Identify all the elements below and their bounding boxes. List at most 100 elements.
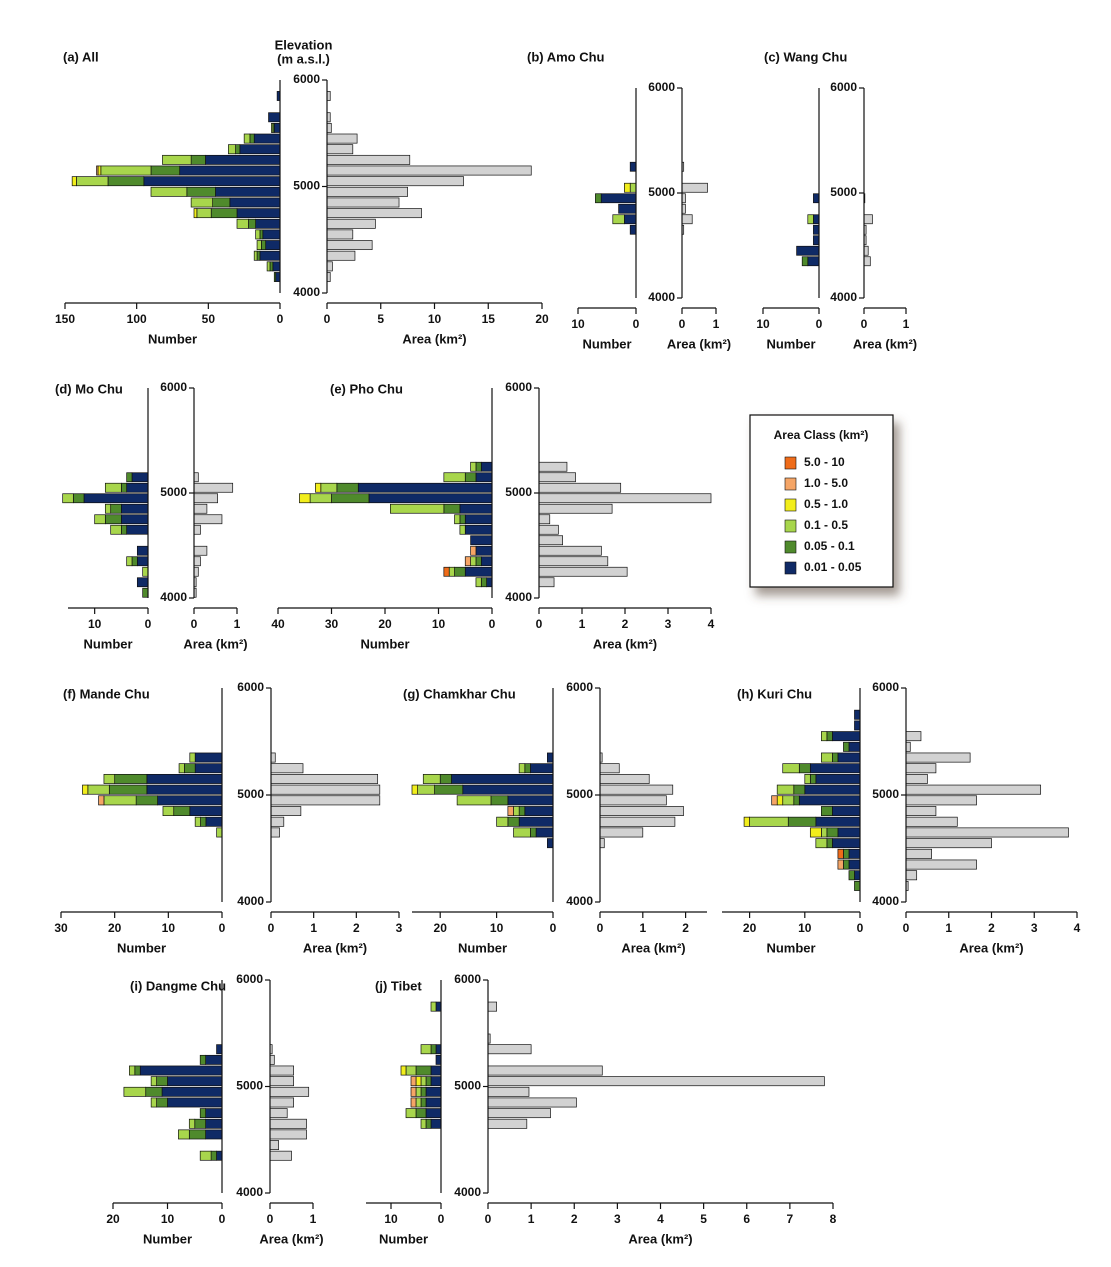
number-bar xyxy=(199,1108,206,1119)
number-bar xyxy=(771,795,778,806)
number-bar xyxy=(415,1097,422,1108)
number-bar xyxy=(624,214,637,225)
x-tick-label: 4 xyxy=(708,617,715,631)
area-bar xyxy=(270,763,304,774)
x-axis-label: Area (km²) xyxy=(183,636,247,651)
y-tick-label: 4000 xyxy=(160,590,187,604)
number-bar xyxy=(269,261,274,272)
number-bar xyxy=(813,235,820,246)
number-bar xyxy=(417,784,435,795)
number-bar xyxy=(815,773,861,784)
number-bar xyxy=(837,848,844,859)
number-bar xyxy=(430,1001,437,1012)
x-tick-label: 5 xyxy=(377,312,384,326)
number-bar xyxy=(813,193,820,204)
y-tick-label: 4000 xyxy=(872,894,899,908)
number-bar xyxy=(434,784,464,795)
x-axis-label: Area (km²) xyxy=(303,940,367,955)
number-bar xyxy=(299,493,311,504)
number-bar xyxy=(848,859,861,870)
panel-title: (j) Tibet xyxy=(375,978,422,993)
number-bar xyxy=(629,224,637,235)
number-bar xyxy=(454,514,461,525)
number-bar xyxy=(83,493,149,504)
number-bar xyxy=(114,773,148,784)
panel-title: (i) Dangme Chu xyxy=(130,978,226,993)
number-bar xyxy=(98,795,105,806)
x-tick-label: 2 xyxy=(571,1212,578,1226)
number-bar xyxy=(320,482,338,493)
number-bar xyxy=(801,256,809,267)
y-tick-label: 5000 xyxy=(237,787,264,801)
y-axis-label: Elevation xyxy=(275,37,333,52)
number-bar xyxy=(129,1065,136,1076)
number-bar xyxy=(193,208,198,219)
area-bar xyxy=(193,545,208,556)
area-bar xyxy=(599,806,684,817)
x-tick-label: 20 xyxy=(106,1212,120,1226)
number-bar xyxy=(470,461,477,472)
number-bar xyxy=(507,795,554,806)
number-bar xyxy=(475,461,482,472)
number-bar xyxy=(425,1108,442,1119)
area-bar xyxy=(326,122,332,133)
area-bar xyxy=(269,1086,310,1097)
number-bar xyxy=(216,1150,223,1161)
y-tick-label: 4000 xyxy=(830,290,857,304)
number-bar xyxy=(228,144,236,155)
number-bar xyxy=(189,752,196,763)
x-axis-label: Area (km²) xyxy=(667,336,731,351)
number-bar xyxy=(524,806,554,817)
x-tick-label: 0 xyxy=(219,1212,226,1226)
legend-swatch xyxy=(784,477,797,491)
area-bar xyxy=(538,503,613,514)
number-bar xyxy=(809,763,861,774)
number-bar xyxy=(194,763,223,774)
y-tick-label: 5000 xyxy=(872,787,899,801)
number-bar xyxy=(135,795,158,806)
number-bar xyxy=(480,461,493,472)
x-tick-label: 1 xyxy=(310,921,317,935)
number-bar xyxy=(126,482,149,493)
x-tick-label: 1 xyxy=(713,317,720,331)
x-tick-label: 3 xyxy=(1031,921,1038,935)
y-tick-label: 6000 xyxy=(648,80,675,94)
y-tick-label: 5000 xyxy=(648,185,675,199)
number-bar xyxy=(470,545,477,556)
y-tick-label: 6000 xyxy=(237,680,264,694)
x-tick-label: 6 xyxy=(743,1212,750,1226)
number-bar xyxy=(146,784,223,795)
legend-label: 1.0 - 5.0 xyxy=(804,476,848,490)
legend-box xyxy=(749,414,894,588)
number-bar xyxy=(190,154,206,165)
x-tick-label: 2 xyxy=(622,617,629,631)
area-bar xyxy=(326,218,376,229)
number-bar xyxy=(178,763,185,774)
area-bar xyxy=(193,566,199,577)
x-tick-label: 1 xyxy=(945,921,952,935)
area-bar xyxy=(599,816,676,827)
area-bar xyxy=(270,773,379,784)
panel: (d) Mo Chu 4000 5000 6000 0 10 0 1 Number Area (k… xyxy=(55,380,248,651)
number-bar xyxy=(425,1118,432,1129)
number-bar xyxy=(425,1097,442,1108)
number-bar xyxy=(420,1118,427,1129)
legend-swatch xyxy=(784,498,797,512)
number-bar xyxy=(194,816,201,827)
x-axis-label: Number xyxy=(458,940,507,955)
number-bar xyxy=(76,176,109,187)
number-bar xyxy=(435,1001,442,1012)
legend-label: 0.01 - 0.05 xyxy=(804,560,862,574)
x-tick-label: 0 xyxy=(633,317,640,331)
number-bar xyxy=(253,250,258,261)
number-bar xyxy=(832,806,861,817)
y-tick-label: 4000 xyxy=(237,894,264,908)
panel: (c) Wang Chu 4000 5000 6000 0 10 0 1 Number Area … xyxy=(756,49,917,351)
number-bar xyxy=(309,493,332,504)
area-bar xyxy=(326,261,333,272)
number-bar xyxy=(331,493,370,504)
number-bar xyxy=(205,1054,223,1065)
number-bar xyxy=(518,816,554,827)
number-bar xyxy=(480,577,487,588)
